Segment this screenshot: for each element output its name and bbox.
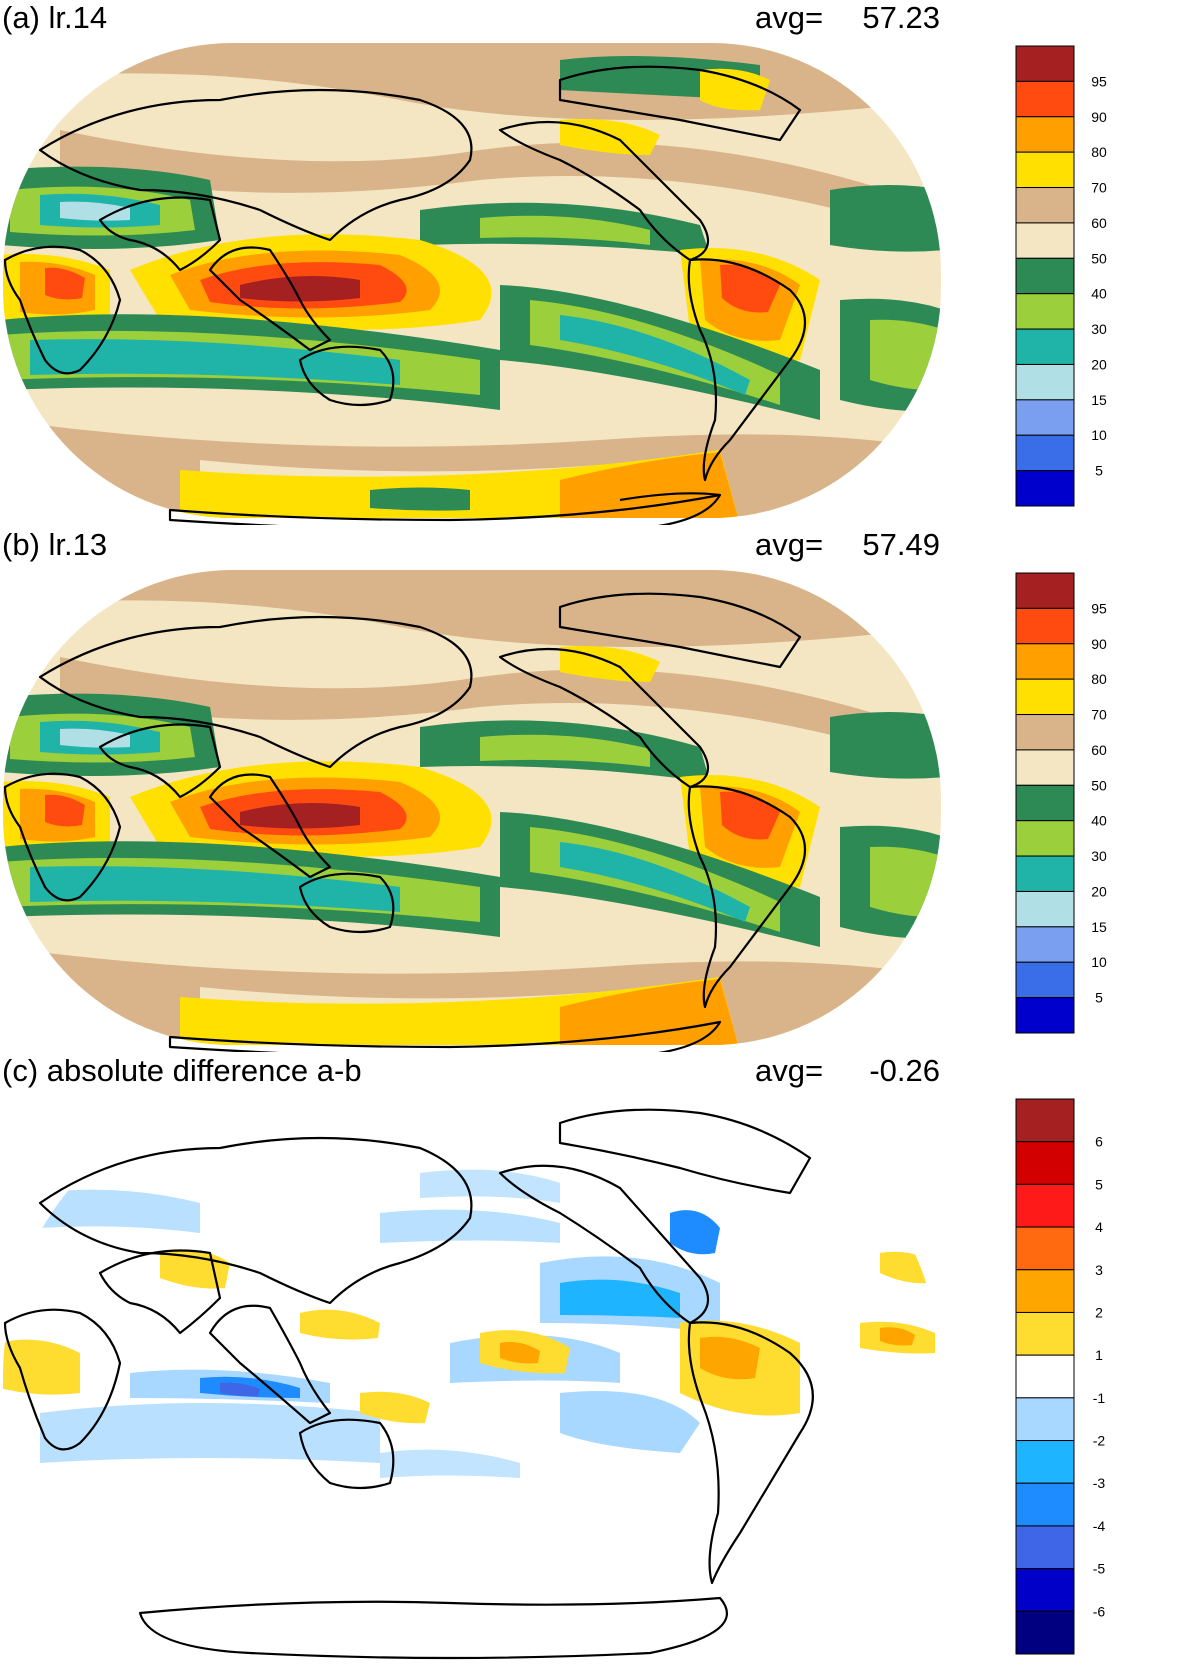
colorbar-swatch [1015, 470, 1075, 507]
colorbar-swatch [1015, 80, 1075, 118]
colorbar-swatch [1015, 926, 1075, 963]
colorbar-tick-label: 15 [1091, 392, 1107, 408]
colorbar-tick-label: 6 [1095, 1134, 1103, 1150]
colorbar-swatch [1015, 399, 1075, 436]
colorbar-swatch [1015, 997, 1075, 1034]
colorbar-swatch [1015, 1141, 1075, 1185]
world-map [3, 1096, 941, 1666]
colorbar-swatch [1015, 187, 1075, 224]
colorbar-swatch [1015, 1568, 1075, 1612]
panel-title: (a) lr.14 [2, 0, 108, 35]
colorbar-tick-label: 60 [1091, 215, 1107, 231]
colorbar-tick-label: 5 [1095, 463, 1103, 479]
colorbar-tick-label: 5 [1095, 990, 1103, 1006]
colorbar-swatch [1015, 1397, 1075, 1442]
colorbar-swatch [1015, 45, 1075, 82]
colorbar-tick-label: 80 [1091, 671, 1107, 687]
colorbar-tick-label: -4 [1093, 1518, 1106, 1534]
colorbar-tick-label: 95 [1091, 73, 1107, 89]
world-map [3, 43, 941, 525]
colorbar-swatch [1015, 1269, 1075, 1313]
colorbar-swatch [1015, 607, 1075, 645]
colorbar-tick-label: 2 [1095, 1304, 1103, 1320]
colorbar-swatch [1015, 1610, 1075, 1655]
colorbar-tick-label: 30 [1091, 848, 1107, 864]
avg-value: -0.26 [869, 1053, 940, 1088]
colorbar-swatch [1015, 1311, 1075, 1356]
colorbar-swatch [1015, 1098, 1075, 1143]
colorbar-swatch [1015, 961, 1075, 999]
colorbar-swatch [1015, 116, 1075, 153]
colorbar-swatch [1015, 784, 1075, 822]
colorbar-swatch [1015, 1482, 1075, 1527]
colorbar-tick-label: 10 [1091, 427, 1107, 443]
colorbar: 95 90 80 70 60 50 40 30 20 15 10 5 [1015, 45, 1107, 507]
colorbar-tick-label: 30 [1091, 321, 1107, 337]
colorbar-swatch [1015, 363, 1075, 401]
colorbar-tick-label: 50 [1091, 777, 1107, 793]
colorbar-swatch [1015, 643, 1075, 680]
avg-label: avg= [755, 1053, 824, 1088]
avg-value: 57.23 [862, 0, 940, 35]
colorbar-tick-label: 95 [1091, 600, 1107, 616]
colorbar-swatch [1015, 820, 1075, 857]
colorbar-tick-label: 40 [1091, 286, 1107, 302]
colorbar-swatch [1015, 714, 1075, 751]
colorbar-swatch [1015, 328, 1075, 365]
colorbar-tick-label: 50 [1091, 250, 1107, 266]
colorbar-swatch [1015, 434, 1075, 472]
colorbar-swatch [1015, 1440, 1075, 1484]
colorbar-swatch [1015, 293, 1075, 330]
colorbar: 95 90 80 70 60 50 40 30 20 15 10 5 [1015, 572, 1107, 1034]
colorbar: 6 5 4 3 2 1 -1 -2 -3 -4 -5 -6 [1015, 1098, 1106, 1655]
colorbar-tick-label: 80 [1091, 144, 1107, 160]
colorbar-tick-label: 3 [1095, 1262, 1103, 1278]
colorbar-tick-label: 15 [1091, 919, 1107, 935]
colorbar-swatch [1015, 1354, 1075, 1399]
avg-label: avg= [755, 0, 824, 35]
colorbar-swatch [1015, 1183, 1075, 1228]
colorbar-tick-label: 5 [1095, 1176, 1103, 1192]
colorbar-tick-label: -3 [1093, 1475, 1106, 1491]
avg-value: 57.49 [862, 527, 940, 562]
colorbar-swatch [1015, 855, 1075, 892]
colorbar-tick-label: -5 [1093, 1561, 1106, 1577]
colorbar-tick-label: 70 [1091, 707, 1107, 723]
panel-title: (b) lr.13 [2, 527, 108, 562]
colorbar-tick-label: -2 [1093, 1433, 1106, 1449]
colorbar-swatch [1015, 749, 1075, 786]
colorbar-tick-label: 20 [1091, 356, 1107, 372]
panel-title: (c) absolute difference a-b [2, 1053, 362, 1088]
colorbar-tick-label: 90 [1091, 109, 1107, 125]
colorbar-swatch [1015, 678, 1075, 716]
colorbar-tick-label: 4 [1095, 1219, 1103, 1235]
colorbar-tick-label: 1 [1095, 1347, 1103, 1363]
colorbar-swatch [1015, 572, 1075, 609]
colorbar-tick-label: -1 [1093, 1390, 1106, 1406]
world-map [3, 570, 941, 1052]
colorbar-swatch [1015, 151, 1075, 189]
colorbar-tick-label: 70 [1091, 180, 1107, 196]
colorbar-swatch [1015, 1525, 1075, 1570]
colorbar-tick-label: -6 [1093, 1603, 1106, 1619]
colorbar-tick-label: 10 [1091, 954, 1107, 970]
colorbar-swatch [1015, 890, 1075, 928]
avg-label: avg= [755, 527, 824, 562]
colorbar-swatch [1015, 222, 1075, 259]
colorbar-tick-label: 40 [1091, 813, 1107, 829]
colorbar-swatch [1015, 257, 1075, 295]
colorbar-tick-label: 90 [1091, 636, 1107, 652]
colorbar-swatch [1015, 1226, 1075, 1271]
colorbar-tick-label: 60 [1091, 742, 1107, 758]
colorbar-tick-label: 20 [1091, 883, 1107, 899]
